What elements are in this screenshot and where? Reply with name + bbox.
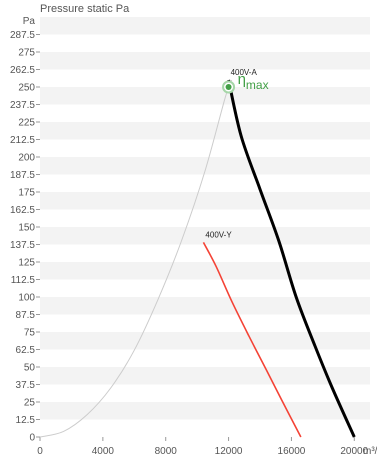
- grid-band: [40, 227, 370, 245]
- y-tick-label: 125: [18, 258, 35, 269]
- grid-band: [40, 52, 370, 70]
- y-tick-label: 175: [18, 188, 35, 199]
- grid-band: [40, 384, 370, 402]
- grid-band: [40, 192, 370, 210]
- series-line-system: [39, 79, 233, 438]
- series-layer: 400V-A 400V-Y: [39, 68, 356, 438]
- y-tick-label: 0: [29, 433, 35, 444]
- grid-band: [40, 367, 370, 385]
- y-tick-label: 12.5: [16, 415, 36, 426]
- series-line-400v-y: [202, 242, 302, 438]
- y-tick-label: 162.5: [10, 205, 35, 216]
- y-axis-title: Pressure static Pa: [40, 3, 130, 15]
- y-tick-label: 225: [18, 118, 35, 129]
- y-tick-label: 187.5: [10, 170, 35, 181]
- x-tick-label: 8000: [155, 446, 178, 457]
- y-tick-label: 62.5: [16, 345, 36, 356]
- y-tick-label: 112.5: [11, 275, 36, 286]
- grid-band: [40, 349, 370, 367]
- y-tick-label: 200: [18, 153, 35, 164]
- y-tick-label: 50: [24, 363, 36, 374]
- grid-band: [40, 122, 370, 140]
- grid-band: [40, 87, 370, 105]
- grid-band: [40, 419, 370, 437]
- grid-band: [40, 314, 370, 332]
- grid-band: [40, 244, 370, 262]
- grid-band: [40, 297, 370, 315]
- grid-band: [40, 279, 370, 297]
- grid-band: [40, 157, 370, 175]
- x-axis-ticks: 0 4000 8000 12000 16000 20000: [37, 437, 369, 457]
- grid-band: [40, 402, 370, 420]
- y-axis-ticks: 0 12.5 25 37.5 50 62.5 75 87.5 100 112.5 125 137.5 1…: [10, 30, 40, 444]
- x-tick-label: 12000: [215, 446, 243, 457]
- eta-max-dot: [225, 84, 232, 90]
- y-tick-label: 275: [18, 48, 35, 59]
- grid-band: [40, 332, 370, 350]
- x-tick-label: 20000: [340, 446, 368, 457]
- y-tick-label: 75: [24, 328, 36, 339]
- y-tick-label: 250: [18, 83, 35, 94]
- grid-band: [40, 209, 370, 227]
- grid-band: [40, 69, 370, 87]
- series-label-400v-a: 400V-A: [231, 68, 258, 77]
- grid-bands: [40, 17, 370, 437]
- y-tick-label: 100: [18, 293, 35, 304]
- y-tick-label: 25: [24, 398, 36, 409]
- grid-band: [40, 17, 370, 35]
- marker-layer: ηmax: [222, 71, 269, 94]
- y-tick-label: 237.5: [10, 100, 35, 111]
- y-tick-label: 87.5: [16, 310, 36, 321]
- x-axis-unit: m³/h: [363, 446, 377, 457]
- y-tick-label: 212.5: [10, 135, 35, 146]
- grid-band: [40, 34, 370, 52]
- y-tick-label: 37.5: [16, 380, 36, 391]
- grid-band: [40, 262, 370, 280]
- eta-max-label: ηmax: [238, 71, 269, 92]
- series-label-400v-y: 400V-Y: [205, 230, 232, 239]
- grid-band: [40, 139, 370, 157]
- y-tick-label: 262.5: [10, 65, 35, 76]
- y-tick-label: 287.5: [10, 30, 35, 41]
- grid-band: [40, 104, 370, 122]
- series-line-400v-a: [227, 79, 356, 438]
- y-axis-name: Pa: [23, 16, 36, 27]
- y-tick-label: 137.5: [10, 240, 35, 251]
- x-tick-label: 0: [37, 446, 43, 457]
- x-tick-label: 4000: [92, 446, 115, 457]
- x-tick-label: 16000: [278, 446, 306, 457]
- y-tick-label: 150: [18, 223, 35, 234]
- grid-band: [40, 174, 370, 192]
